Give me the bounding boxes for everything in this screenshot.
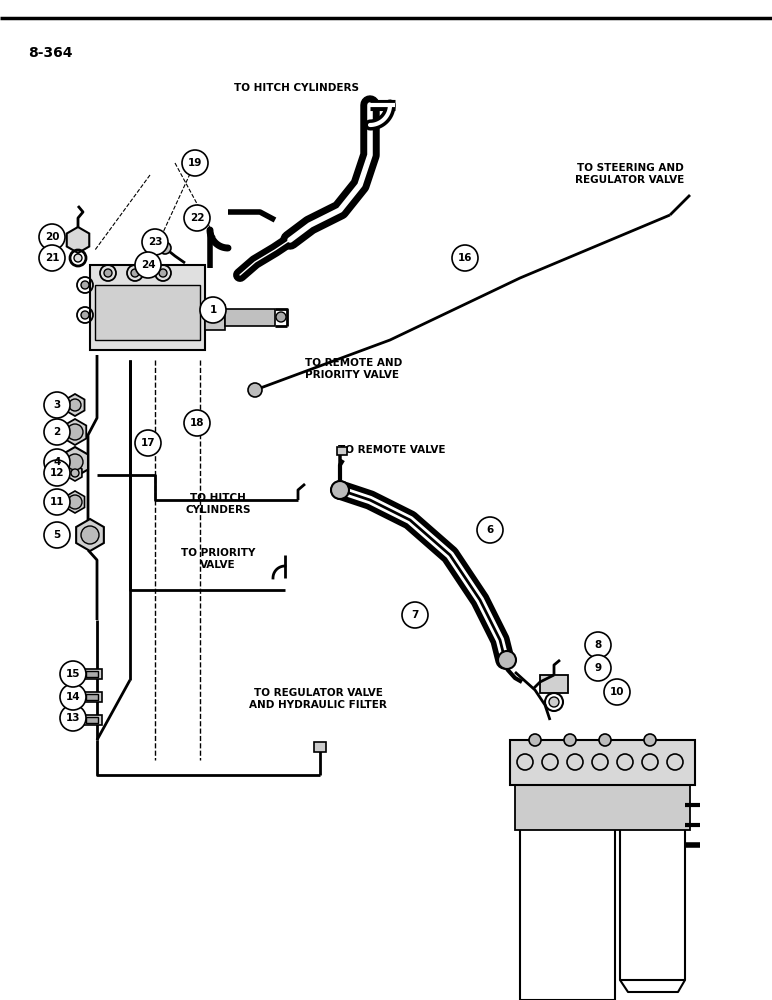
Circle shape xyxy=(44,522,70,548)
Circle shape xyxy=(81,311,89,319)
Circle shape xyxy=(142,229,168,255)
Circle shape xyxy=(60,684,86,710)
Circle shape xyxy=(135,430,161,456)
Text: TO HITCH
CYLINDERS: TO HITCH CYLINDERS xyxy=(185,493,251,515)
Circle shape xyxy=(81,281,89,289)
Circle shape xyxy=(60,705,86,731)
Text: 13: 13 xyxy=(66,713,80,723)
Circle shape xyxy=(498,651,516,669)
Text: 17: 17 xyxy=(141,438,155,448)
FancyBboxPatch shape xyxy=(90,265,205,350)
Circle shape xyxy=(67,454,83,470)
Circle shape xyxy=(549,697,559,707)
Text: 8: 8 xyxy=(594,640,601,650)
Text: 9: 9 xyxy=(594,663,601,673)
Circle shape xyxy=(331,481,349,499)
Text: 11: 11 xyxy=(49,497,64,507)
FancyBboxPatch shape xyxy=(82,692,102,702)
Text: 14: 14 xyxy=(66,692,80,702)
Text: TO STEERING AND
REGULATOR VALVE: TO STEERING AND REGULATOR VALVE xyxy=(575,163,685,185)
Circle shape xyxy=(159,269,167,277)
FancyBboxPatch shape xyxy=(86,671,98,677)
Circle shape xyxy=(131,269,139,277)
Circle shape xyxy=(248,383,262,397)
Circle shape xyxy=(599,734,611,746)
FancyBboxPatch shape xyxy=(540,675,568,693)
Text: 3: 3 xyxy=(53,400,61,410)
Circle shape xyxy=(402,602,428,628)
Text: 20: 20 xyxy=(45,232,59,242)
Text: TO REMOTE AND
PRIORITY VALVE: TO REMOTE AND PRIORITY VALVE xyxy=(305,358,402,380)
Circle shape xyxy=(67,424,83,440)
Circle shape xyxy=(200,297,226,323)
Circle shape xyxy=(182,150,208,176)
FancyBboxPatch shape xyxy=(225,309,275,326)
Circle shape xyxy=(276,312,286,322)
Circle shape xyxy=(159,242,171,254)
Text: 5: 5 xyxy=(53,530,61,540)
Circle shape xyxy=(585,632,611,658)
FancyBboxPatch shape xyxy=(95,285,200,340)
Text: 24: 24 xyxy=(141,260,155,270)
Text: TO REGULATOR VALVE
AND HYDRAULIC FILTER: TO REGULATOR VALVE AND HYDRAULIC FILTER xyxy=(249,688,387,710)
Text: 16: 16 xyxy=(458,253,472,263)
Text: 15: 15 xyxy=(66,669,80,679)
Text: 19: 19 xyxy=(188,158,202,168)
Circle shape xyxy=(184,205,210,231)
Circle shape xyxy=(44,489,70,515)
FancyBboxPatch shape xyxy=(82,715,102,725)
FancyBboxPatch shape xyxy=(86,717,98,723)
Circle shape xyxy=(69,399,81,411)
Circle shape xyxy=(529,734,541,746)
Circle shape xyxy=(604,679,630,705)
FancyBboxPatch shape xyxy=(82,669,102,679)
Text: 6: 6 xyxy=(486,525,493,535)
Circle shape xyxy=(44,449,70,475)
Text: 8-364: 8-364 xyxy=(28,46,73,60)
FancyBboxPatch shape xyxy=(337,447,347,455)
Text: 7: 7 xyxy=(411,610,418,620)
Circle shape xyxy=(184,410,210,436)
Text: 10: 10 xyxy=(610,687,625,697)
Circle shape xyxy=(44,460,70,486)
FancyBboxPatch shape xyxy=(314,742,326,752)
Text: 4: 4 xyxy=(53,457,61,467)
FancyBboxPatch shape xyxy=(205,305,225,330)
Text: 23: 23 xyxy=(147,237,162,247)
FancyBboxPatch shape xyxy=(86,694,98,700)
Circle shape xyxy=(135,252,161,278)
Text: 22: 22 xyxy=(190,213,205,223)
Circle shape xyxy=(477,517,503,543)
Text: 18: 18 xyxy=(190,418,205,428)
Text: TO REMOTE VALVE: TO REMOTE VALVE xyxy=(338,445,445,455)
FancyBboxPatch shape xyxy=(510,740,695,785)
Circle shape xyxy=(60,661,86,687)
FancyBboxPatch shape xyxy=(515,780,690,830)
Circle shape xyxy=(585,655,611,681)
Circle shape xyxy=(74,254,82,262)
Circle shape xyxy=(644,734,656,746)
Circle shape xyxy=(104,269,112,277)
Circle shape xyxy=(564,734,576,746)
Text: 21: 21 xyxy=(45,253,59,263)
Circle shape xyxy=(39,245,65,271)
Text: TO HITCH CYLINDERS: TO HITCH CYLINDERS xyxy=(233,83,358,93)
Text: TO PRIORITY
VALVE: TO PRIORITY VALVE xyxy=(181,548,256,570)
Circle shape xyxy=(452,245,478,271)
Text: 1: 1 xyxy=(209,305,217,315)
Circle shape xyxy=(68,495,82,509)
Text: 12: 12 xyxy=(49,468,64,478)
Circle shape xyxy=(44,392,70,418)
Circle shape xyxy=(39,224,65,250)
Text: 2: 2 xyxy=(53,427,61,437)
Circle shape xyxy=(71,469,79,477)
Circle shape xyxy=(44,419,70,445)
Circle shape xyxy=(81,526,99,544)
